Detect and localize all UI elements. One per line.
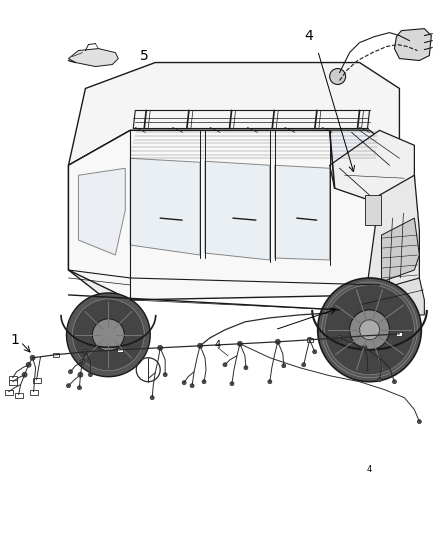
- Circle shape: [22, 372, 27, 377]
- Polygon shape: [68, 131, 414, 300]
- Circle shape: [198, 343, 202, 348]
- Circle shape: [88, 373, 92, 377]
- Polygon shape: [364, 175, 419, 310]
- Circle shape: [67, 384, 71, 387]
- Circle shape: [268, 379, 272, 384]
- Bar: [32, 378, 41, 383]
- Circle shape: [83, 349, 88, 354]
- Circle shape: [362, 345, 367, 350]
- Polygon shape: [130, 158, 200, 255]
- Polygon shape: [395, 29, 431, 61]
- Bar: [396, 332, 403, 336]
- Circle shape: [26, 362, 31, 367]
- Polygon shape: [205, 161, 270, 260]
- Circle shape: [230, 382, 234, 386]
- Circle shape: [392, 379, 396, 384]
- Polygon shape: [68, 49, 118, 67]
- Circle shape: [244, 366, 248, 370]
- Bar: [117, 348, 124, 352]
- Circle shape: [330, 69, 346, 84]
- Polygon shape: [78, 168, 125, 255]
- Bar: [30, 390, 38, 394]
- Circle shape: [276, 340, 280, 344]
- Text: 4: 4: [367, 465, 372, 474]
- Circle shape: [366, 370, 370, 374]
- Bar: [53, 353, 59, 357]
- Circle shape: [378, 378, 381, 382]
- Circle shape: [417, 419, 421, 424]
- Circle shape: [68, 370, 72, 374]
- Circle shape: [318, 278, 421, 382]
- Circle shape: [78, 372, 83, 377]
- Circle shape: [325, 285, 414, 375]
- Bar: [307, 338, 313, 342]
- Circle shape: [72, 299, 144, 371]
- Circle shape: [80, 359, 85, 364]
- Circle shape: [67, 293, 150, 377]
- Circle shape: [30, 356, 35, 360]
- Polygon shape: [330, 131, 404, 200]
- Circle shape: [282, 364, 286, 368]
- Circle shape: [150, 395, 154, 400]
- Circle shape: [223, 363, 227, 367]
- Circle shape: [360, 320, 379, 340]
- Text: 4: 4: [215, 340, 221, 350]
- Text: 1: 1: [10, 333, 19, 347]
- Circle shape: [307, 337, 312, 342]
- Text: 4: 4: [305, 29, 314, 43]
- Circle shape: [337, 335, 342, 340]
- Circle shape: [237, 341, 242, 346]
- Circle shape: [190, 384, 194, 387]
- Circle shape: [202, 379, 206, 384]
- Circle shape: [377, 356, 382, 360]
- Circle shape: [313, 350, 317, 354]
- Bar: [14, 393, 23, 398]
- Circle shape: [78, 386, 81, 390]
- Bar: [5, 390, 13, 394]
- Circle shape: [350, 310, 389, 350]
- Circle shape: [92, 319, 124, 351]
- Polygon shape: [360, 278, 424, 318]
- Circle shape: [302, 363, 306, 367]
- Circle shape: [158, 345, 162, 350]
- Polygon shape: [381, 218, 419, 282]
- Circle shape: [163, 373, 167, 377]
- Bar: [9, 379, 17, 385]
- Polygon shape: [330, 131, 414, 200]
- Polygon shape: [275, 165, 330, 260]
- Polygon shape: [68, 131, 130, 300]
- Text: 5: 5: [140, 49, 149, 62]
- Circle shape: [182, 381, 186, 385]
- Bar: [9, 376, 17, 381]
- Polygon shape: [68, 62, 399, 165]
- Polygon shape: [364, 195, 381, 225]
